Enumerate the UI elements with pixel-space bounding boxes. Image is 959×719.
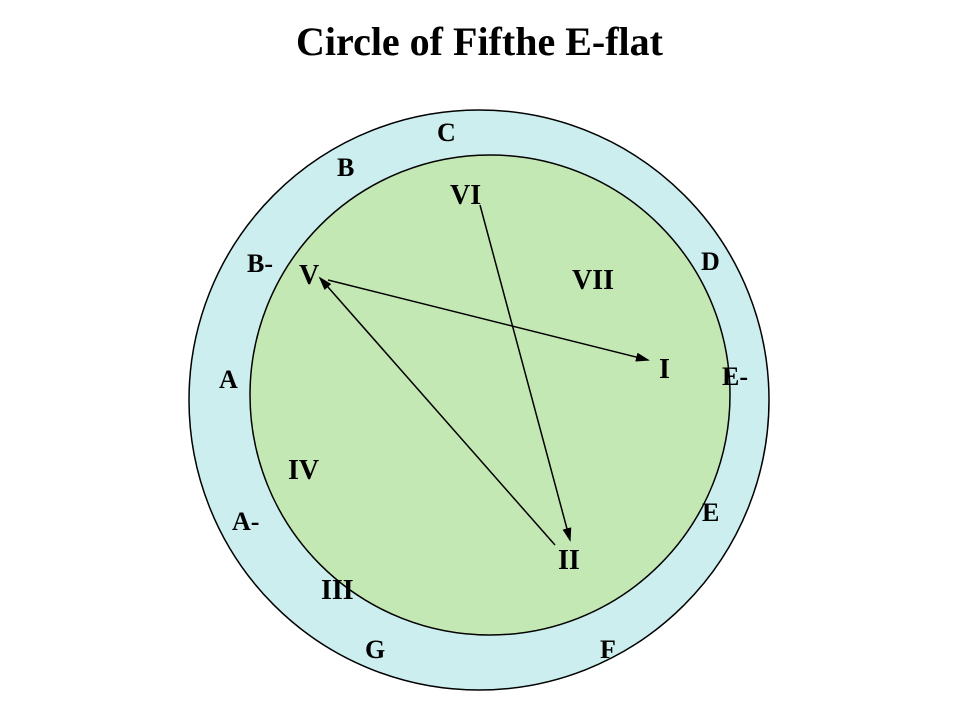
outer-note-label: A xyxy=(219,365,238,395)
inner-degree-label: V xyxy=(299,260,319,292)
outer-note-label: E xyxy=(702,498,719,528)
inner-degree-label: II xyxy=(558,545,580,577)
inner-degree-label: VI xyxy=(450,180,481,212)
outer-note-label: E- xyxy=(722,362,748,392)
outer-note-label: G xyxy=(365,635,385,665)
diagram-stage: Circle of Fifthe E-flat CBB-AA-GFEE-DVIV… xyxy=(0,0,959,719)
outer-note-label: C xyxy=(437,118,456,148)
inner-circle xyxy=(250,155,730,635)
outer-note-label: B- xyxy=(247,249,273,279)
inner-degree-label: IV xyxy=(288,455,319,487)
outer-note-label: A- xyxy=(232,507,259,537)
circle-diagram xyxy=(0,0,959,719)
outer-note-label: F xyxy=(600,635,616,665)
inner-degree-label: I xyxy=(659,354,670,386)
outer-note-label: B xyxy=(337,153,354,183)
inner-degree-label: VII xyxy=(572,265,614,297)
outer-note-label: D xyxy=(701,247,720,277)
inner-degree-label: III xyxy=(321,575,354,607)
